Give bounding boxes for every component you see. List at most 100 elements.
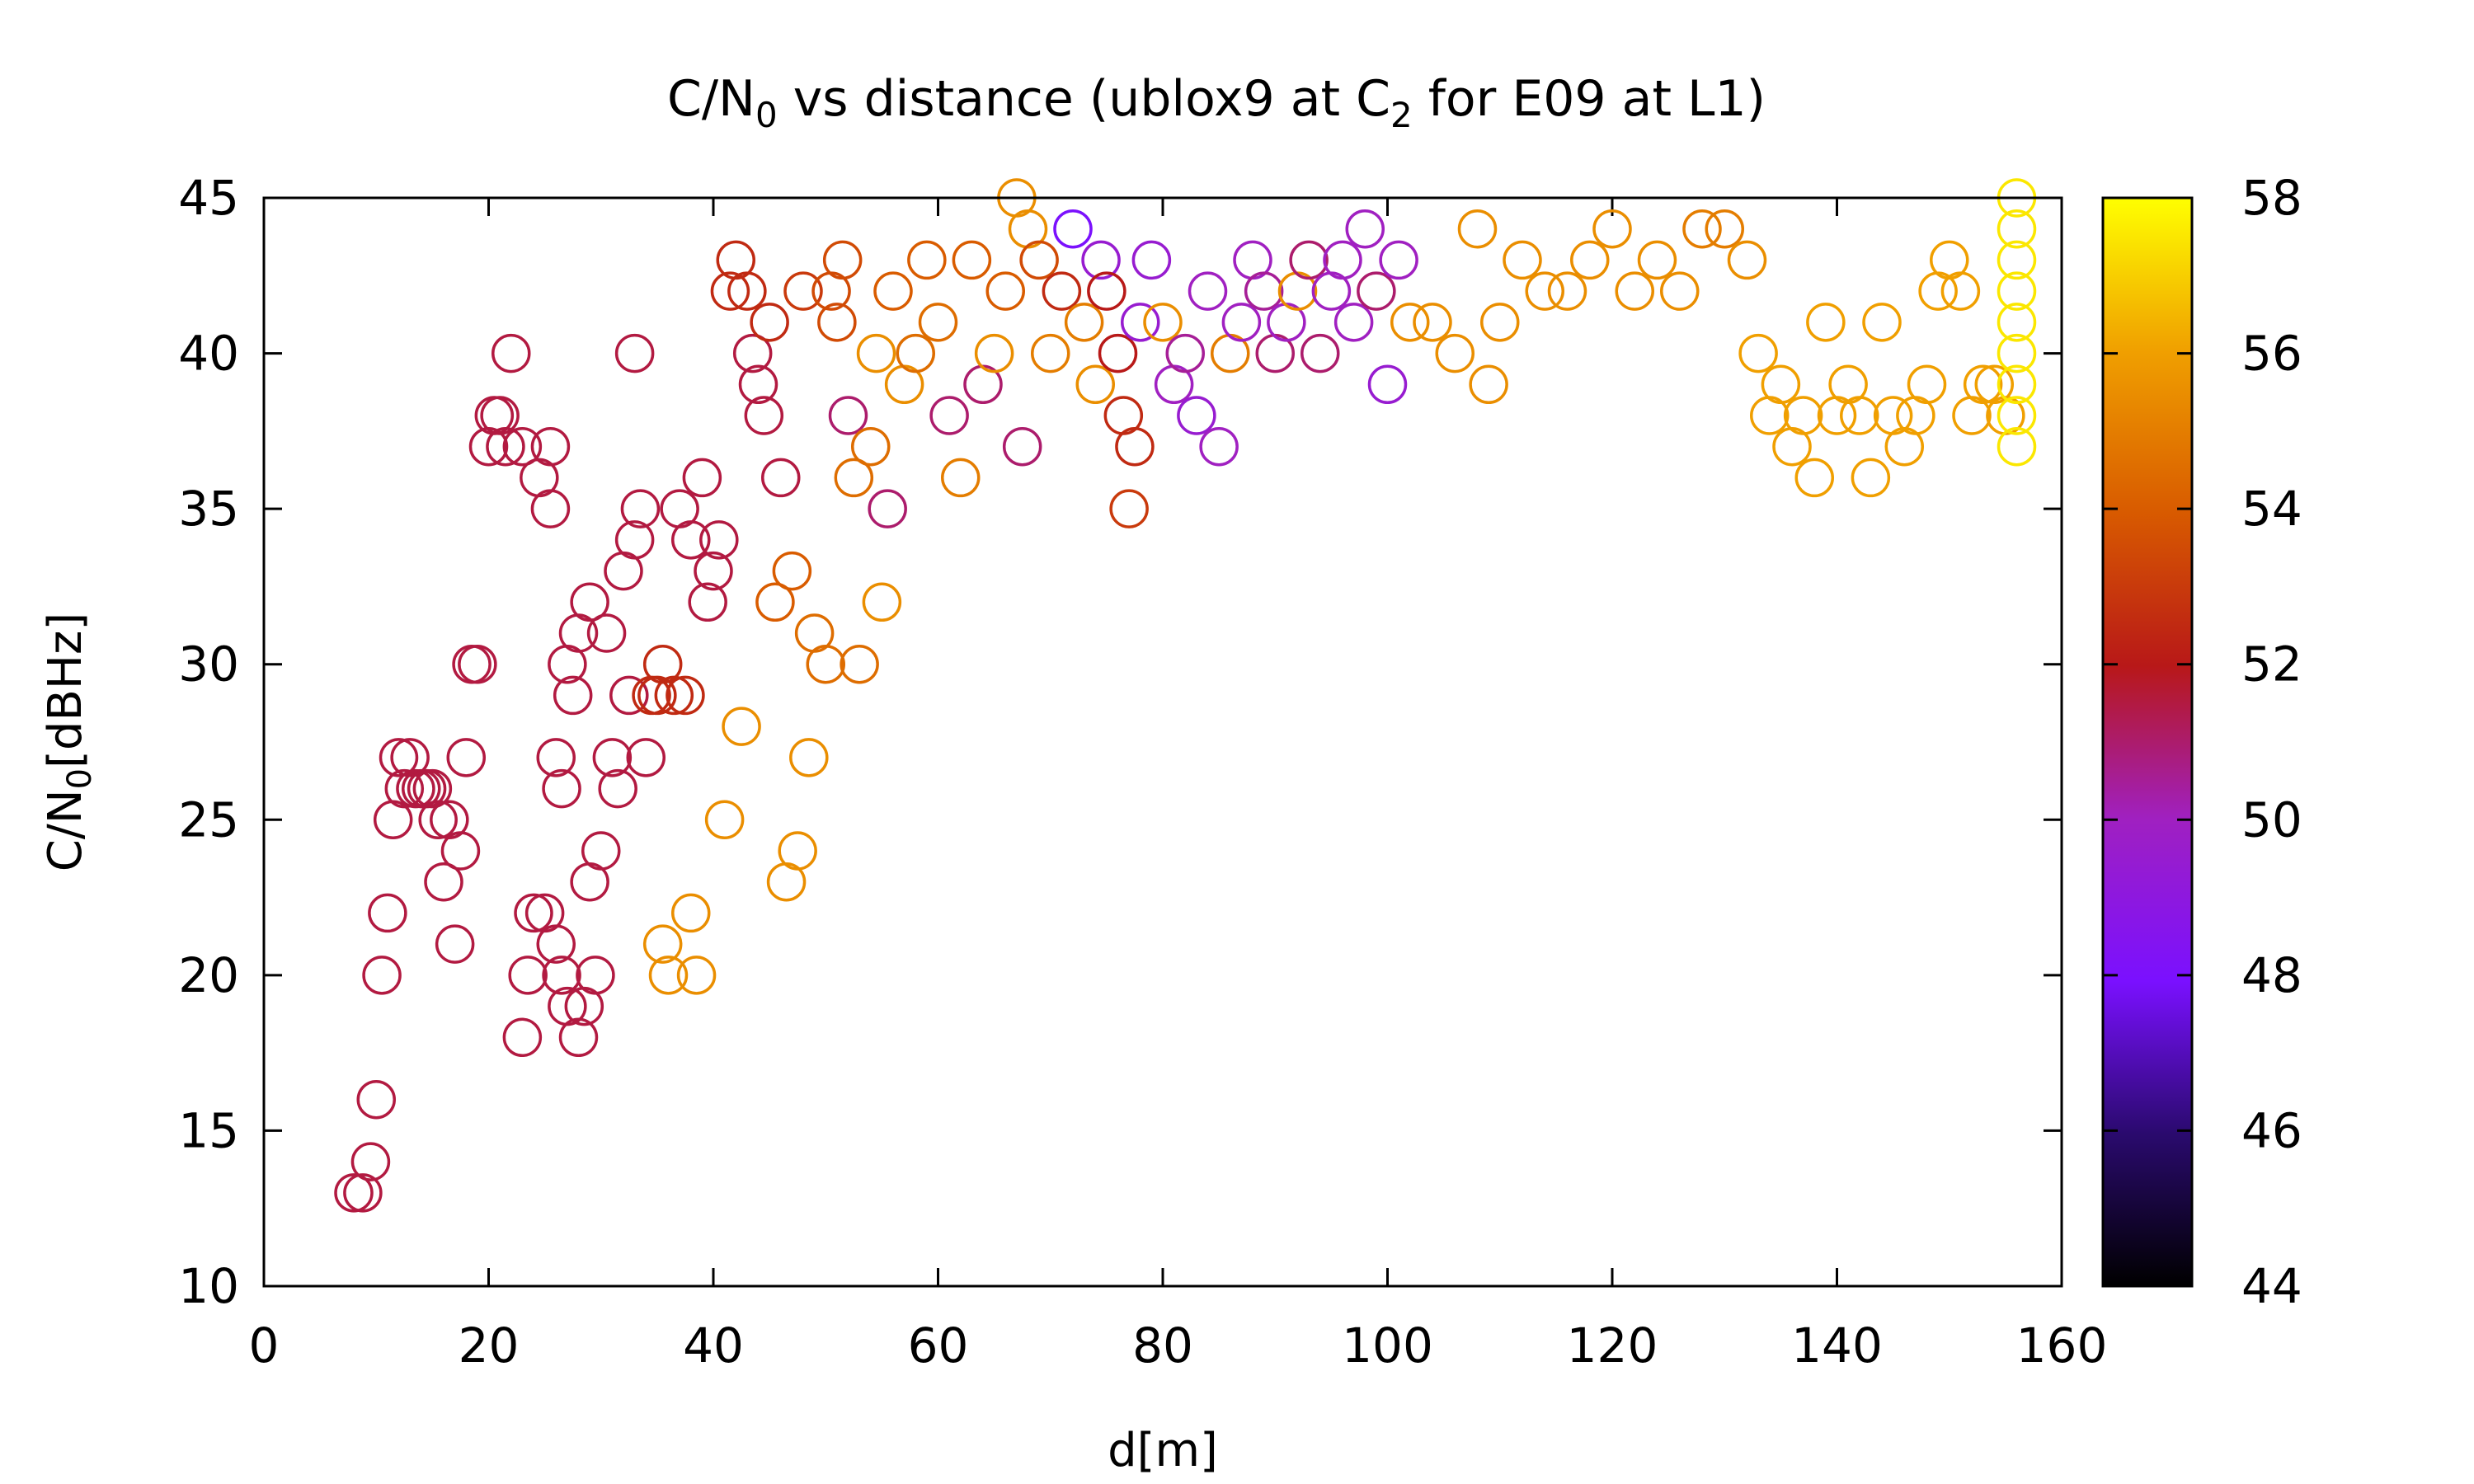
- data-point: [694, 551, 733, 591]
- axis-ticks: 0 20 40 60 80 100 120 140 160 10 15 20 25 30 35 40 45: [178, 170, 2107, 1374]
- data-point: [379, 738, 419, 777]
- data-point: [1525, 271, 1564, 311]
- data-point: [637, 675, 677, 716]
- data-point: [626, 738, 666, 777]
- data-point: [1851, 458, 1891, 498]
- data-point: [929, 396, 969, 435]
- data-point: [1503, 240, 1542, 280]
- data-point: [744, 396, 784, 435]
- data-point: [1199, 426, 1239, 467]
- data-point: [553, 675, 593, 716]
- data-point: [334, 1173, 374, 1213]
- data-point: [502, 1017, 543, 1058]
- data-point: [1806, 303, 1846, 342]
- data-point: [1357, 271, 1396, 311]
- data-point: [1109, 489, 1149, 528]
- x-tick-label: 80: [1132, 1317, 1193, 1374]
- data-point: [1081, 240, 1121, 280]
- data-point: [974, 333, 1014, 373]
- data-point: [676, 956, 717, 995]
- data-point: [530, 426, 571, 467]
- data-point: [1300, 333, 1340, 373]
- data-point: [1783, 396, 1823, 435]
- data-point: [1019, 240, 1059, 280]
- x-tick-label: 0: [249, 1317, 280, 1374]
- x-tick-label: 60: [908, 1317, 969, 1374]
- data-point: [609, 675, 649, 716]
- data-point: [1064, 303, 1104, 342]
- data-point: [514, 893, 553, 933]
- data-point: [704, 800, 745, 840]
- data-point: [508, 956, 548, 995]
- data-point: [851, 426, 891, 467]
- x-tick-label: 160: [2016, 1317, 2108, 1374]
- data-point: [856, 333, 896, 373]
- data-point: [1244, 271, 1284, 311]
- data-point: [1727, 240, 1767, 280]
- data-point: [440, 831, 481, 871]
- colorbar: [2101, 196, 2194, 1288]
- y-tick-label: 45: [178, 170, 239, 226]
- y-tick-label: 10: [178, 1258, 239, 1314]
- y-tick-label: 25: [178, 791, 239, 848]
- data-point: [761, 458, 801, 498]
- data-point: [699, 520, 739, 560]
- x-tick-label: 100: [1342, 1317, 1433, 1374]
- data-point: [682, 458, 722, 498]
- colorbar-tick-label: 44: [2241, 1258, 2302, 1314]
- data-point: [480, 396, 520, 435]
- data-point: [896, 333, 935, 373]
- data-point: [1121, 303, 1160, 342]
- data-point: [536, 738, 576, 777]
- data-point: [486, 426, 525, 467]
- colorbar-ticks: 44 46 48 50 52 54 56 58: [2103, 170, 2302, 1314]
- x-tick-label: 120: [1567, 1317, 1658, 1374]
- data-point: [1323, 240, 1362, 280]
- data-point: [592, 738, 633, 777]
- data-point: [1188, 271, 1228, 311]
- data-point: [1862, 303, 1902, 342]
- data-point: [1177, 396, 1216, 435]
- data-point: [688, 582, 727, 622]
- data-points: [334, 178, 2037, 1213]
- x-tick-label: 140: [1791, 1317, 1883, 1374]
- data-point: [840, 644, 879, 684]
- data-point: [1390, 303, 1430, 342]
- data-point: [1637, 240, 1677, 280]
- data-point: [918, 303, 958, 342]
- data-point: [1570, 240, 1610, 280]
- data-point: [368, 893, 407, 933]
- data-point: [576, 956, 615, 995]
- data-point: [1940, 271, 1981, 311]
- x-tick-label: 20: [459, 1317, 520, 1374]
- x-tick-label: 40: [683, 1317, 744, 1374]
- data-point: [1794, 458, 1834, 498]
- data-point: [458, 644, 497, 684]
- data-point: [384, 768, 425, 809]
- data-point: [1997, 271, 2037, 311]
- data-point: [1333, 303, 1374, 342]
- data-point: [654, 675, 694, 716]
- data-point: [1131, 240, 1172, 280]
- data-point: [1031, 333, 1070, 373]
- data-point: [581, 831, 621, 871]
- data-point: [642, 924, 683, 964]
- data-point: [862, 582, 902, 622]
- data-point: [570, 582, 609, 622]
- data-point: [435, 924, 475, 964]
- chart-title: C/N0 vs distance (ublox9 at C2 for E09 a…: [667, 70, 1766, 135]
- data-point: [1963, 364, 2003, 405]
- data-point: [1738, 333, 1778, 373]
- data-point: [1002, 426, 1042, 467]
- colorbar-tick-label: 56: [2241, 326, 2302, 382]
- colorbar-tick-label: 46: [2241, 1102, 2302, 1158]
- data-point: [492, 333, 531, 373]
- data-point: [1682, 209, 1722, 249]
- data-point: [1660, 271, 1700, 311]
- data-point: [1435, 333, 1475, 373]
- data-point: [722, 707, 761, 746]
- data-point: [1289, 240, 1329, 280]
- data-point: [1705, 209, 1744, 249]
- data-point: [873, 271, 913, 311]
- data-point: [1592, 209, 1632, 249]
